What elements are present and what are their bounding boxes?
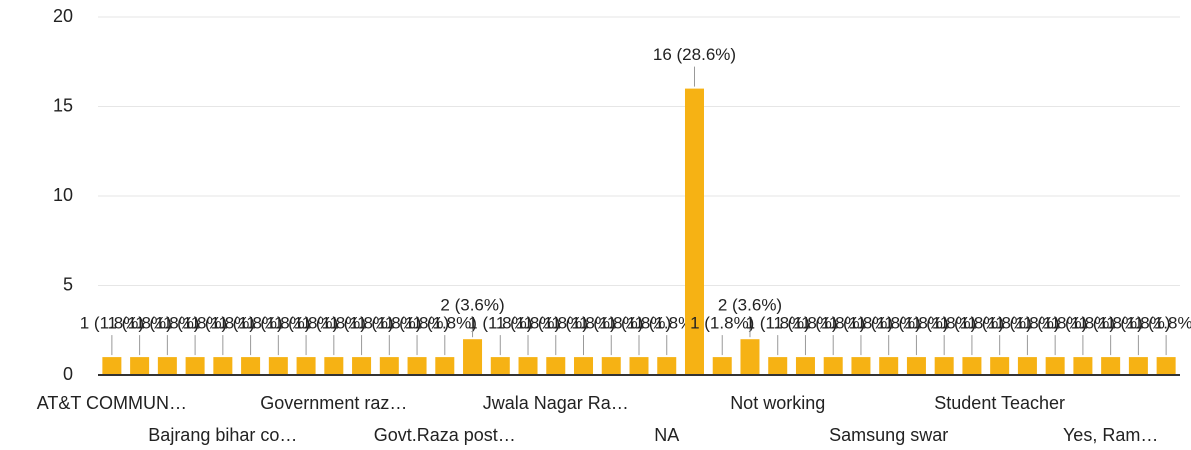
x-tick-label: Jwala Nagar Ra… <box>483 393 629 413</box>
data-label: 1 (1.8%) <box>274 314 338 333</box>
data-label: 1 (1.8%) <box>1023 314 1087 333</box>
bar <box>684 88 704 375</box>
data-label: 1 (1.8%) <box>80 314 144 333</box>
data-label: 1 (1.8%) <box>496 314 560 333</box>
data-label: 1 (1.8%) <box>635 314 699 333</box>
data-label: 1 (1.8%) <box>107 314 171 333</box>
bar <box>213 357 233 375</box>
bar <box>1156 357 1176 375</box>
data-label: 1 (1.8%) <box>413 314 477 333</box>
bar <box>296 357 316 375</box>
x-tick-label: Yes, Ram… <box>1063 425 1158 445</box>
data-label: 1 (1.8%) <box>302 314 366 333</box>
bar <box>823 357 843 375</box>
data-label: 1 (1.8%) <box>1079 314 1143 333</box>
bar <box>130 357 150 375</box>
y-tick-label: 15 <box>53 95 73 115</box>
data-label: 1 (1.8%) <box>357 314 421 333</box>
bar <box>879 357 899 375</box>
bar <box>851 357 871 375</box>
bar <box>740 339 760 375</box>
data-label: 2 (3.6%) <box>440 296 504 315</box>
bar <box>574 357 594 375</box>
data-label: 2 (3.6%) <box>718 296 782 315</box>
bar <box>906 357 926 375</box>
data-label: 1 (1.8%) <box>579 314 643 333</box>
data-label: 1 (1.8%) <box>385 314 449 333</box>
data-label: 1 (1.8%) <box>801 314 865 333</box>
bar <box>768 357 788 375</box>
x-tick-label: Not working <box>730 393 825 413</box>
bar <box>352 357 372 375</box>
bar <box>1101 357 1121 375</box>
data-label: 1 (1.8%) <box>218 314 282 333</box>
x-tick-label: Govt.Raza post… <box>374 425 516 445</box>
bar <box>102 357 122 375</box>
data-label: 1 (1.8%) <box>940 314 1004 333</box>
data-label: 1 (1.8%) <box>912 314 976 333</box>
data-label: 1 (1.8%) <box>968 314 1032 333</box>
data-label: 1 (1.8%) <box>1051 314 1115 333</box>
data-label: 1 (1.8%) <box>468 314 532 333</box>
data-label: 1 (1.8%) <box>746 314 810 333</box>
bar <box>962 357 982 375</box>
y-tick-label: 0 <box>63 364 73 384</box>
data-label: 1 (1.8%) <box>551 314 615 333</box>
data-label: 1 (1.8%) <box>773 314 837 333</box>
bar <box>546 357 566 375</box>
bar <box>1017 357 1037 375</box>
data-label: 16 (28.6%) <box>653 45 736 64</box>
data-label: 1 (1.8%) <box>191 314 255 333</box>
data-label: 1 (1.8%) <box>829 314 893 333</box>
bar <box>185 357 205 375</box>
data-label: 1 (1.8%) <box>1134 314 1191 333</box>
x-tick-label: Government raz… <box>260 393 407 413</box>
data-label: 1 (1.8%) <box>329 314 393 333</box>
data-label: 1 (1.8%) <box>995 314 1059 333</box>
x-tick-label: AT&T COMMUN… <box>37 393 187 413</box>
x-tick-label: Samsung swar <box>829 425 948 445</box>
x-tick-label: Bajrang bihar co… <box>148 425 297 445</box>
bar <box>241 357 261 375</box>
bar <box>657 357 677 375</box>
bar <box>601 357 621 375</box>
bar <box>518 357 538 375</box>
x-tick-label: NA <box>654 425 679 445</box>
bar <box>934 357 954 375</box>
x-tick-label: Student Teacher <box>934 393 1065 413</box>
y-tick-label: 5 <box>63 274 73 294</box>
bar <box>712 357 732 375</box>
bar <box>157 357 177 375</box>
bar <box>490 357 510 375</box>
data-label: 1 (1.8%) <box>524 314 588 333</box>
bar <box>407 357 427 375</box>
bar <box>629 357 649 375</box>
data-label: 1 (1.8%) <box>690 314 754 333</box>
data-label: 1 (1.8%) <box>246 314 310 333</box>
bar <box>1073 357 1093 375</box>
bar <box>435 357 455 375</box>
data-label: 1 (1.8%) <box>607 314 671 333</box>
bar <box>324 357 344 375</box>
data-label: 1 (1.8%) <box>135 314 199 333</box>
y-tick-label: 10 <box>53 185 73 205</box>
y-tick-label: 20 <box>53 6 73 26</box>
bar <box>795 357 815 375</box>
data-label: 1 (1.8%) <box>163 314 227 333</box>
bar <box>990 357 1010 375</box>
bar <box>268 357 288 375</box>
bar <box>1045 357 1065 375</box>
bar <box>463 339 483 375</box>
bar <box>379 357 399 375</box>
data-label: 1 (1.8%) <box>1106 314 1170 333</box>
data-label: 1 (1.8%) <box>857 314 921 333</box>
data-label: 1 (1.8%) <box>884 314 948 333</box>
bar <box>1128 357 1148 375</box>
